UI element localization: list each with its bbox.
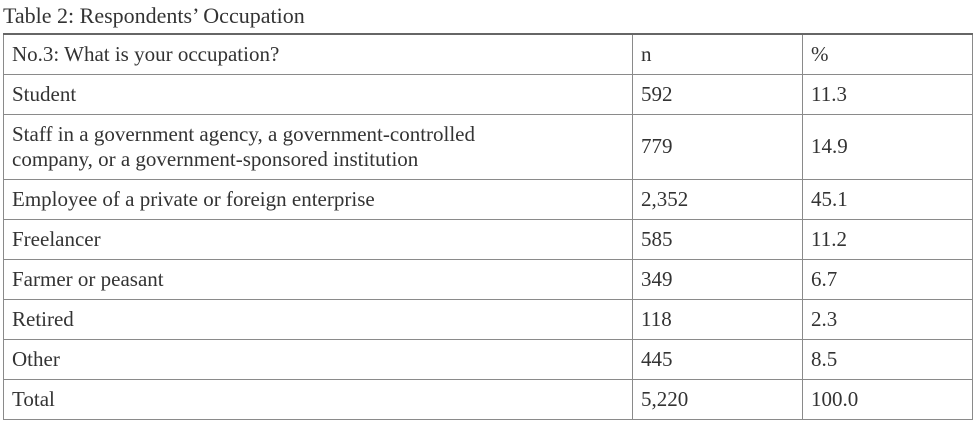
table-body: No.3: What is your occupation? n% Student 5…: [3, 33, 973, 420]
cell-line: Retired: [12, 306, 74, 331]
count-cell: 445: [632, 338, 803, 380]
table-row: Other 445 8.5: [3, 338, 973, 380]
cell-line: Total: [12, 386, 55, 411]
table-row: Employee of a private or foreign enterpr…: [3, 178, 973, 220]
cell-line: Other: [12, 346, 60, 371]
cell-line: Employee of a private or foreign enterpr…: [12, 186, 375, 211]
occupation-cell: Student: [3, 73, 633, 115]
cell-line: company, or a government-sponsored insti…: [12, 146, 419, 171]
table-row: Total 5,220 100.0: [3, 378, 973, 420]
count-cell: 118: [632, 298, 803, 340]
table-row: Staff in a government agency, a governme…: [3, 113, 973, 180]
table-row: Farmer or peasant 349 6.7: [3, 258, 973, 300]
percent-cell: 14.9: [802, 113, 973, 180]
header-cell: n: [632, 33, 803, 75]
percent-cell: 2.3: [802, 298, 973, 340]
occupation-table: No.3: What is your occupation? n% Student 5…: [3, 33, 973, 420]
count-cell: 779: [632, 113, 803, 180]
occupation-cell: Other: [3, 338, 633, 380]
header-row: No.3: What is your occupation? n%: [3, 33, 973, 75]
occupation-cell: Freelancer: [3, 218, 633, 260]
count-cell: 349: [632, 258, 803, 300]
table-row: Student 592 11.3: [3, 73, 973, 115]
percent-cell: 6.7: [802, 258, 973, 300]
percent-cell: 100.0: [802, 378, 973, 420]
percent-cell: 11.3: [802, 73, 973, 115]
cell-line: Farmer or peasant: [12, 266, 164, 291]
occupation-cell: Total: [3, 378, 633, 420]
table-row: Freelancer 585 11.2: [3, 218, 973, 260]
count-cell: 585: [632, 218, 803, 260]
cell-line: Staff in a government agency, a governme…: [12, 121, 476, 146]
occupation-cell: Retired: [3, 298, 633, 340]
header-cell: %: [802, 33, 973, 75]
occupation-cell: Farmer or peasant: [3, 258, 633, 300]
percent-cell: 45.1: [802, 178, 973, 220]
count-cell: 5,220: [632, 378, 803, 420]
count-cell: 592: [632, 73, 803, 115]
count-cell: 2,352: [632, 178, 803, 220]
cell-line: Freelancer: [12, 226, 101, 251]
table-row: Retired 118 2.3: [3, 298, 973, 340]
percent-cell: 8.5: [802, 338, 973, 380]
occupation-cell: Employee of a private or foreign enterpr…: [3, 178, 633, 220]
header-cell: No.3: What is your occupation?: [3, 33, 633, 75]
percent-cell: 11.2: [802, 218, 973, 260]
cell-line: Student: [12, 81, 77, 106]
table-title: Table 2: Respondents’ Occupation: [3, 3, 305, 28]
occupation-cell: Staff in a government agency, a governme…: [3, 113, 633, 180]
